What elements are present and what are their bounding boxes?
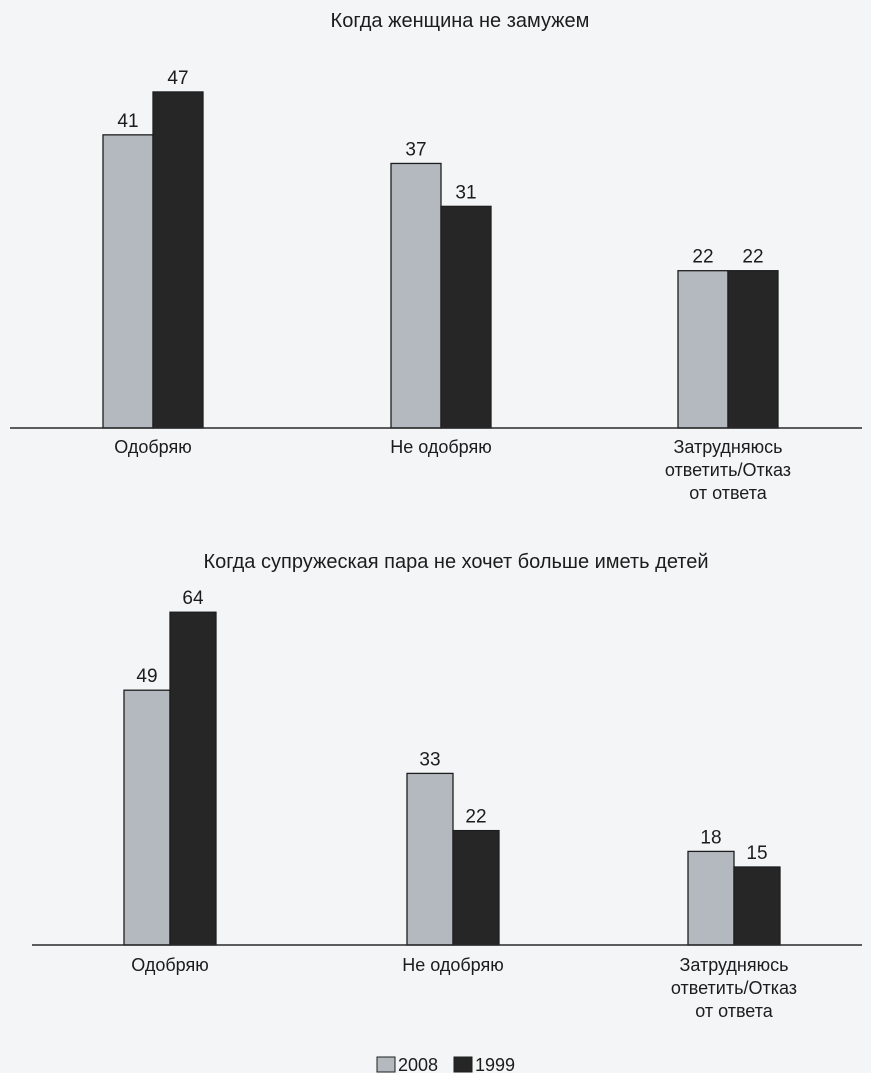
category-label-2-1: ответить/Отказ bbox=[671, 978, 797, 998]
data-label-1999-1: 22 bbox=[465, 807, 486, 828]
chart-single-woman: Когда женщина не замужем 41 47 Одобряю 37 31 Н… bbox=[10, 10, 862, 503]
legend-label-1999: 1999 bbox=[475, 1055, 515, 1073]
data-label-1999-0: 64 bbox=[182, 588, 204, 609]
bar-1999-2 bbox=[733, 866, 781, 946]
data-label-2008-2: 18 bbox=[700, 827, 721, 848]
bar-2008-0 bbox=[102, 134, 154, 429]
bar-2008-2 bbox=[677, 270, 729, 429]
category-label-1-0: Не одобряю bbox=[402, 955, 504, 975]
bar-2008-1 bbox=[406, 772, 454, 946]
data-label-2008-0: 49 bbox=[136, 666, 157, 687]
chart-couple-no-more-children: Когда супружеская пара не хочет больше и… bbox=[32, 551, 862, 1021]
data-label-2008-1: 37 bbox=[405, 139, 426, 160]
category-label-0-0: Одобряю bbox=[114, 437, 191, 457]
legend-label-2008: 2008 bbox=[398, 1055, 438, 1073]
category-label-1-0: Не одобряю bbox=[390, 437, 492, 457]
category-label-2-0: Затрудняюсь bbox=[673, 437, 782, 457]
category-label-2-0: Затрудняюсь bbox=[679, 955, 788, 975]
data-label-1999-2: 15 bbox=[746, 843, 767, 864]
legend: 2008 1999 bbox=[376, 1055, 515, 1073]
category-label-2-2: от ответа bbox=[695, 1001, 774, 1021]
bar-2008-2 bbox=[687, 850, 735, 946]
data-label-2008-0: 41 bbox=[117, 111, 138, 132]
data-label-1999-1: 31 bbox=[455, 182, 476, 203]
category-label-2-1: ответить/Отказ bbox=[665, 460, 791, 480]
category-label-2-2: от ответа bbox=[689, 483, 768, 503]
legend-swatch-2008 bbox=[376, 1056, 396, 1073]
data-label-1999-2: 22 bbox=[742, 247, 763, 268]
bar-1999-0 bbox=[169, 611, 217, 946]
bar-2008-0 bbox=[123, 689, 171, 946]
bar-1999-1 bbox=[452, 829, 500, 946]
category-label-0-0: Одобряю bbox=[131, 955, 208, 975]
bar-2008-1 bbox=[390, 162, 442, 429]
legend-swatch-1999 bbox=[453, 1056, 473, 1073]
data-label-2008-2: 22 bbox=[692, 247, 713, 268]
data-label-1999-0: 47 bbox=[167, 68, 188, 89]
bar-1999-0 bbox=[152, 91, 204, 429]
chart-title: Когда женщина не замужем bbox=[331, 10, 590, 32]
bar-1999-2 bbox=[727, 270, 779, 429]
chart-title: Когда супружеская пара не хочет больше и… bbox=[203, 551, 708, 573]
bar-1999-1 bbox=[440, 205, 492, 429]
data-label-2008-1: 33 bbox=[419, 749, 440, 770]
